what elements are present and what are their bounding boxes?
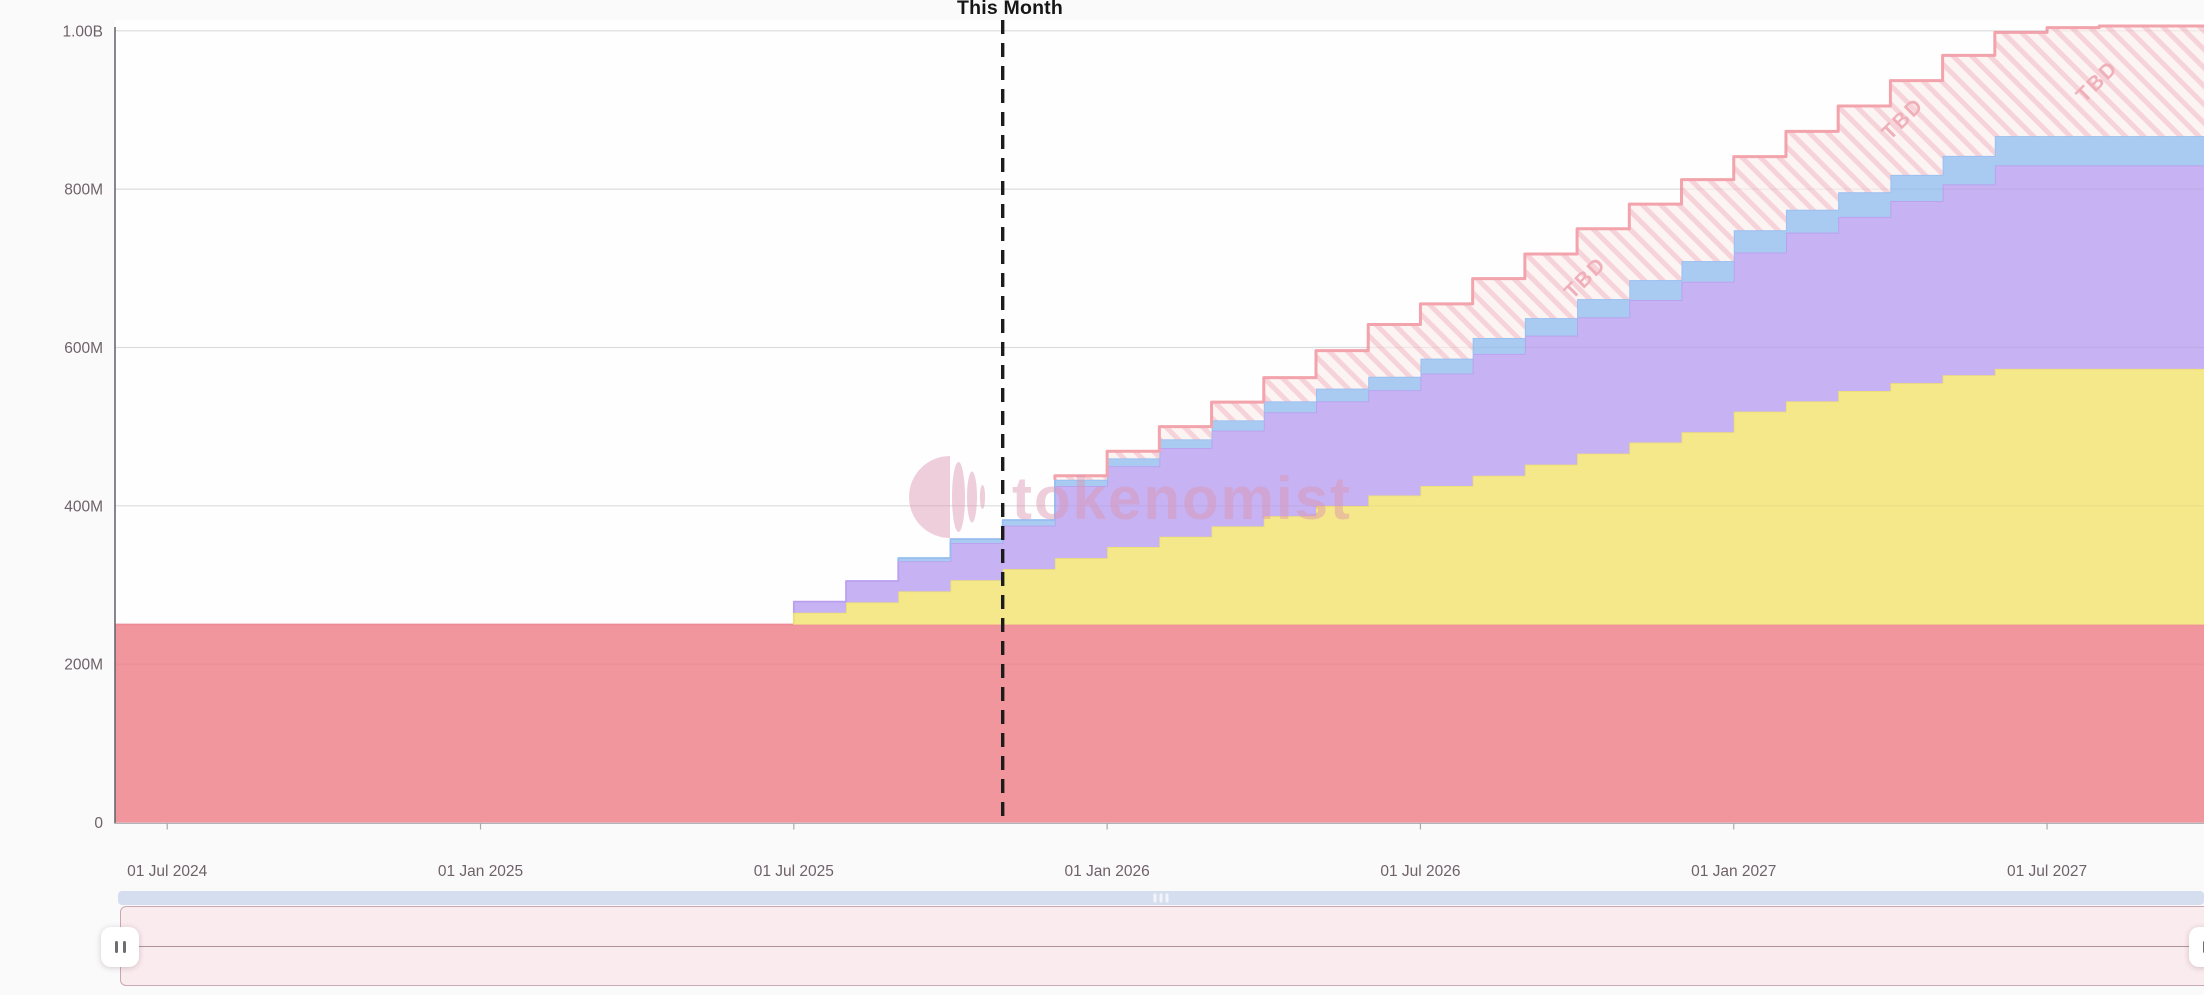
svg-text:600M: 600M (64, 340, 103, 357)
svg-text:01 Jan 2026: 01 Jan 2026 (1064, 863, 1149, 880)
svg-text:01 Jan 2025: 01 Jan 2025 (438, 863, 523, 880)
grip-vertical-icon (2202, 941, 2204, 953)
range-selector-right-handle[interactable] (2189, 927, 2204, 967)
range-selector-midline (121, 946, 2204, 947)
series-purple (115, 165, 2204, 625)
y-axis-labels: 0 200M 400M 600M 800M 1.00B (62, 23, 103, 832)
tokenomist-watermark: tokenomist (909, 456, 1352, 538)
scrollbar-grip-icon[interactable] (1153, 893, 1169, 903)
tokenomist-logo-icon (909, 456, 950, 538)
this-month-marker-label: This Month (957, 0, 1063, 19)
svg-text:01 Jul 2027: 01 Jul 2027 (2007, 863, 2087, 880)
datazoom-range-selector[interactable] (120, 906, 2204, 986)
svg-text:1.00B: 1.00B (62, 23, 103, 40)
range-selector-left-handle[interactable] (101, 927, 139, 967)
watermark-text: tokenomist (1012, 465, 1352, 532)
svg-text:01 Jan 2027: 01 Jan 2027 (1691, 863, 1776, 880)
series-tbd (115, 26, 2204, 625)
grip-vertical-icon (114, 941, 118, 953)
x-axis-labels: 01 Jul 2024 01 Jan 2025 01 Jul 2025 01 Jan … (127, 823, 2087, 880)
svg-text:01 Jul 2026: 01 Jul 2026 (1380, 863, 1460, 880)
svg-text:0: 0 (94, 815, 103, 832)
grip-vertical-icon (122, 941, 126, 953)
svg-text:800M: 800M (64, 182, 103, 199)
series-red (115, 624, 2204, 823)
svg-text:200M: 200M (64, 657, 103, 674)
horizontal-scrollbar[interactable] (118, 891, 2204, 905)
svg-text:01 Jul 2025: 01 Jul 2025 (754, 863, 834, 880)
svg-text:01 Jul 2024: 01 Jul 2024 (127, 863, 208, 880)
stacked-areas (115, 24, 2204, 823)
svg-text:400M: 400M (64, 498, 103, 515)
